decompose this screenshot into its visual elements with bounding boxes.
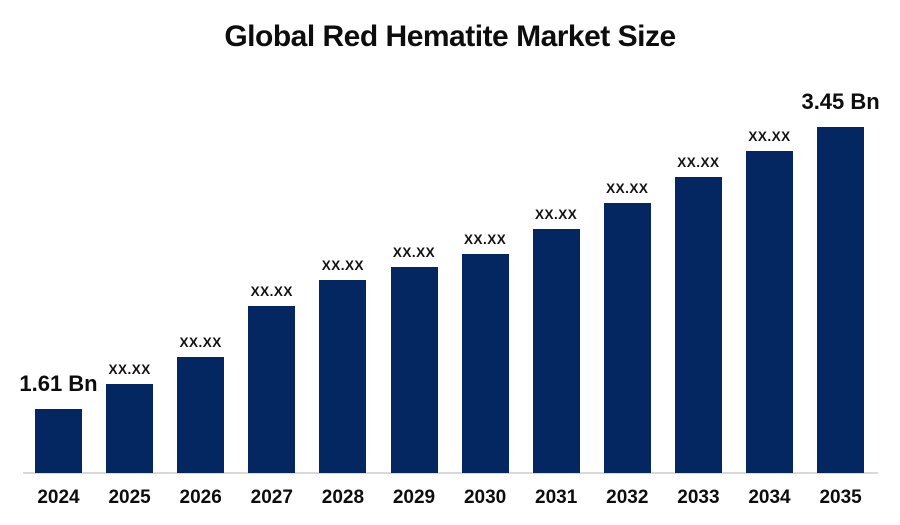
bar-2028 — [319, 280, 367, 473]
bar-value-label-2024: 1.61 Bn — [19, 371, 98, 396]
x-axis-tick-label-2034: 2034 — [748, 487, 791, 508]
x-axis-tick-label-2032: 2032 — [606, 487, 649, 508]
bar-2024 — [35, 409, 82, 473]
bar-2030 — [461, 254, 509, 473]
x-axis-tick-label-2031: 2031 — [535, 487, 578, 508]
bar-2032 — [603, 203, 651, 473]
x-axis-tick-label-2030: 2030 — [463, 487, 507, 508]
bar-value-label-2029: XX.XX — [392, 245, 436, 260]
x-axis-tick-label-2029: 2029 — [392, 487, 436, 508]
bar-value-label-2025: XX.XX — [108, 362, 151, 377]
bar-value-label-2035: 3.45 Bn — [801, 89, 880, 114]
x-axis-tick-label-2024: 2024 — [37, 487, 80, 508]
x-axis-tick-label-2033: 2033 — [677, 487, 720, 508]
bar-2035 — [817, 127, 865, 473]
chart-title: Global Red Hematite Market Size — [224, 20, 676, 53]
bar-2031 — [532, 229, 580, 473]
bar-value-label-2027: XX.XX — [250, 284, 293, 299]
x-axis-tick-label-2025: 2025 — [108, 487, 151, 508]
x-axis-line — [23, 472, 878, 474]
bar-2033 — [674, 177, 722, 473]
bar-value-label-2033: XX.XX — [677, 155, 720, 170]
x-axis-tick-label-2026: 2026 — [179, 487, 222, 508]
bar-value-label-2032: XX.XX — [606, 181, 649, 196]
bar-value-label-2028: XX.XX — [321, 258, 365, 273]
bar-2025 — [106, 384, 154, 473]
x-axis-tick-label-2027: 2027 — [250, 487, 293, 508]
bar-2029 — [390, 267, 438, 473]
x-axis-tick-label-2028: 2028 — [321, 487, 365, 508]
bar-2027 — [248, 306, 296, 473]
bar-value-label-2026: XX.XX — [179, 335, 222, 350]
x-axis-tick-label-2035: 2035 — [819, 487, 862, 508]
bar-value-label-2031: XX.XX — [535, 207, 578, 222]
bar-2034 — [746, 151, 793, 473]
bar-value-label-2034: XX.XX — [748, 129, 791, 144]
bar-value-label-2030: XX.XX — [463, 232, 507, 247]
bar-2026 — [177, 357, 225, 473]
